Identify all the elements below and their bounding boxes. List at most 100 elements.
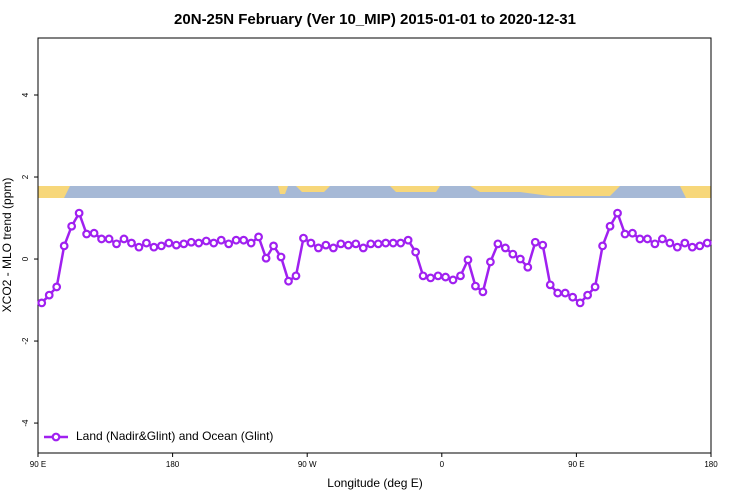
data-point (179, 239, 189, 249)
data-point (620, 229, 630, 239)
data-point (343, 240, 353, 250)
x-axis-label: Longitude (deg E) (327, 476, 422, 490)
data-point (82, 229, 92, 239)
data-point (239, 235, 249, 245)
legend-marker (51, 432, 61, 442)
legend-label: Land (Nadir&Glint) and Ocean (Glint) (76, 429, 273, 443)
data-point (67, 221, 77, 231)
data-point (523, 262, 533, 272)
data-point (441, 272, 450, 282)
data-point (456, 271, 465, 281)
data-point (471, 281, 480, 291)
y-axis-label: XCO2 - MLO trend (ppm) (0, 178, 14, 313)
data-point (598, 241, 607, 251)
y-tick-label: 2 (21, 174, 30, 179)
data-point (291, 271, 301, 281)
data-point (156, 241, 166, 251)
data-point (530, 237, 540, 247)
data-point (44, 290, 54, 300)
data-point (127, 238, 136, 248)
data-point (568, 292, 578, 302)
data-point (396, 238, 406, 248)
data-point (426, 273, 435, 283)
data-point (560, 288, 570, 298)
data-point (590, 282, 600, 292)
data-point (583, 290, 593, 300)
data-point (403, 235, 413, 245)
data-point (231, 235, 241, 245)
data-point (164, 238, 174, 248)
data-point (418, 271, 428, 281)
data-point (665, 238, 675, 248)
data-point (186, 237, 196, 247)
data-point (299, 233, 308, 243)
data-point (74, 208, 84, 218)
data-point (635, 234, 645, 244)
y-tick-label: 0 (21, 256, 30, 261)
data-point (209, 238, 219, 248)
x-tick-label: 90 E (568, 460, 584, 469)
data-point (201, 236, 211, 246)
data-point (605, 221, 615, 231)
data-point (149, 242, 159, 252)
data-point (328, 243, 338, 253)
data-point (284, 276, 293, 286)
x-tick-label: 0 (440, 460, 445, 469)
data-point (493, 239, 503, 249)
data-point (411, 247, 421, 257)
x-tick-label: 90 W (298, 460, 317, 469)
chart-title: 20N-25N February (Ver 10_MIP) 2015-01-01… (174, 11, 576, 28)
data-point (246, 238, 256, 248)
x-tick-label: 180 (166, 460, 180, 469)
data-point (575, 298, 585, 308)
data-point (486, 257, 495, 267)
data-point (702, 238, 712, 248)
y-tick-label: -2 (21, 337, 30, 345)
data-point (373, 239, 383, 249)
data-point (680, 238, 690, 248)
data-point (687, 242, 697, 252)
data-point (381, 238, 391, 248)
data-point (695, 241, 705, 251)
data-point (142, 238, 151, 248)
data-point (650, 239, 660, 249)
data-point (553, 288, 563, 298)
data-point (59, 241, 69, 251)
data-point (433, 271, 443, 281)
data-point (628, 228, 637, 238)
data-point (306, 238, 316, 248)
data-point (52, 282, 62, 292)
data-point (194, 238, 204, 248)
data-point (112, 239, 121, 249)
plot-frame (37, 37, 712, 454)
data-point (478, 287, 488, 297)
data-point (366, 239, 376, 249)
data-point (358, 243, 368, 253)
data-point (119, 234, 129, 244)
data-point (508, 249, 518, 259)
data-point (336, 239, 346, 249)
data-point (37, 298, 47, 308)
x-tick-label: 90 E (30, 460, 46, 469)
data-point (89, 228, 99, 238)
data-point (104, 234, 114, 244)
data-point (538, 240, 548, 250)
data-point (463, 255, 473, 265)
data-point (276, 252, 286, 262)
data-point (448, 275, 458, 285)
data-point (134, 242, 144, 252)
data-point (657, 234, 667, 244)
data-point (216, 235, 226, 245)
x-tick-label: 180 (704, 460, 718, 469)
data-point (515, 254, 525, 264)
data-point (269, 241, 278, 251)
data-point (643, 234, 652, 244)
y-tick-label: 4 (21, 92, 30, 97)
data-point (500, 243, 510, 253)
data-point (388, 238, 398, 248)
data-point (254, 232, 263, 242)
y-tick-label: -4 (21, 419, 30, 427)
data-point (97, 234, 106, 244)
data-point (672, 242, 682, 252)
